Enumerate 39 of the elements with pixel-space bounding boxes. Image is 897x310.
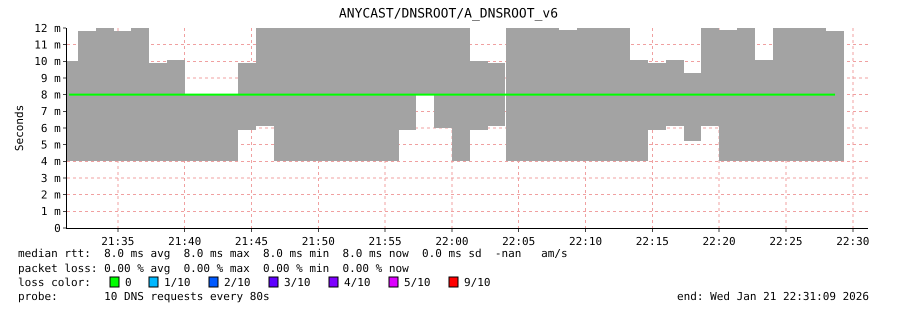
legend-title: loss color:: [18, 276, 91, 289]
text: end: Wed Jan 21 22:31:09 2026: [677, 290, 870, 303]
y-tick-label: 12 m: [34, 22, 62, 35]
text: probe: 10 DNS requests every 80s: [18, 290, 270, 303]
x-tick-label: 22:20: [702, 235, 736, 248]
legend-label: 0: [125, 276, 132, 289]
x-tick-label: 22:10: [568, 235, 602, 248]
x-tick-label: 21:35: [101, 235, 134, 248]
x-tick-label: 21:40: [168, 235, 202, 248]
x-tick-label: 22:05: [502, 235, 536, 248]
legend-label: 1/10: [164, 276, 190, 289]
y-tick-label: 10 m: [34, 55, 62, 68]
text: median rtt: 8.0 ms avg 8.0 ms max 8.0 ms min 8.0 ms now 0.0 ms sd -nan am/s: [18, 247, 568, 260]
y-axis-title: Seconds: [12, 104, 26, 152]
x-tick-label: 21:55: [368, 235, 402, 248]
y-tick-label: 11 m: [34, 38, 62, 52]
x-tick-label: 22:25: [769, 235, 803, 248]
chart-title: ANYCAST/DNSROOT/A_DNSROOT_v6: [338, 6, 558, 22]
legend-label: 5/10: [404, 276, 430, 289]
legend-label: 3/10: [284, 276, 310, 289]
x-tick-label: 21:45: [234, 235, 268, 248]
text: packet loss: 0.00 % avg 0.00 % max 0.00 % min 0.00 % now: [18, 262, 410, 275]
y-tick-label: 5 m: [40, 138, 62, 152]
y-tick-label: 6 m: [40, 122, 62, 135]
y-tick-label: 0: [54, 222, 61, 235]
x-tick-label: 22:15: [636, 235, 669, 248]
y-tick-label: 4 m: [40, 155, 62, 168]
legend-label: 2/10: [224, 276, 250, 289]
y-tick-label: 9 m: [40, 72, 62, 85]
x-tick-label: 22:30: [836, 235, 870, 248]
y-tick-label: 2 m: [40, 188, 62, 202]
y-tick-label: 8 m: [40, 88, 62, 102]
y-tick-label: 7 m: [40, 105, 62, 118]
y-tick-label: 3 m: [40, 172, 62, 185]
legend-label: 4/10: [344, 276, 370, 289]
legend-label: 9/10: [464, 276, 490, 289]
x-tick-label: 21:50: [302, 235, 335, 248]
x-tick-label: 22:00: [435, 235, 468, 248]
y-tick-label: 1 m: [40, 205, 62, 218]
